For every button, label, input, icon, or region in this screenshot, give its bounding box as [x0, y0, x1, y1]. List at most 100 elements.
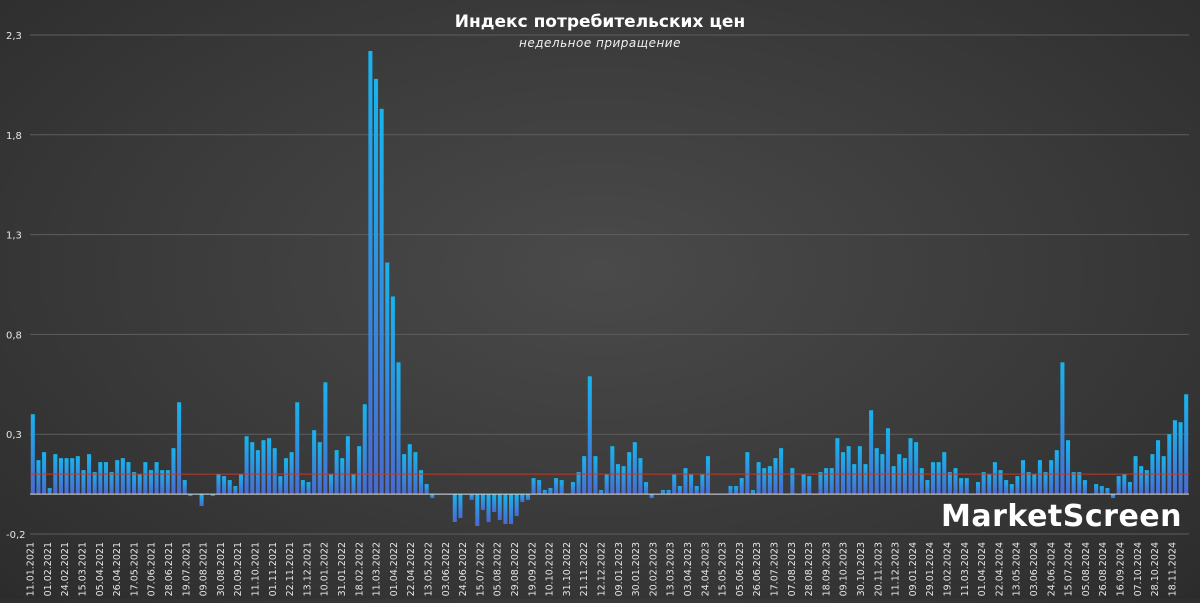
x-tick-label: 10.01.2022 [320, 542, 331, 596]
bar [1127, 482, 1132, 495]
x-tick-label: 15.07.2022 [475, 542, 486, 596]
bar [188, 494, 193, 497]
bar [801, 474, 806, 495]
x-tick-label: 31.10.2022 [562, 542, 573, 596]
bar [756, 462, 761, 495]
bar [458, 494, 463, 519]
bar [818, 472, 823, 495]
bar [1032, 474, 1037, 495]
bar [987, 474, 992, 495]
bar [199, 494, 204, 507]
bar [244, 436, 249, 495]
bars [30, 50, 1189, 527]
x-tick-label: 19.02.2024 [943, 542, 954, 596]
bar [300, 480, 305, 495]
bar [272, 448, 277, 495]
x-tick-label: 05.08.2022 [493, 542, 504, 596]
reference-lines [30, 473, 1189, 495]
bar [1015, 476, 1020, 495]
bar [1037, 460, 1042, 495]
bar [914, 442, 919, 495]
x-tick-label: 15.05.2023 [718, 542, 729, 596]
bar [739, 478, 744, 495]
bar [396, 362, 401, 495]
bar [863, 464, 868, 495]
bar [700, 474, 705, 495]
bar [666, 490, 671, 495]
bar [593, 456, 598, 495]
bar [908, 438, 913, 495]
bar [1184, 394, 1189, 495]
bar [177, 402, 182, 495]
bar [576, 472, 581, 495]
bar [1094, 484, 1099, 495]
y-tick-label: 0,8 [6, 330, 22, 341]
x-axis-ticks: 11.01.2021 01.02.2021 24.02.2021 15.03.2021… [26, 542, 1179, 596]
bar [475, 494, 480, 527]
bar [767, 466, 772, 495]
bar [182, 480, 187, 495]
bar [604, 474, 609, 495]
bar [627, 452, 632, 495]
bar [351, 474, 356, 495]
x-tick-label: 05.06.2023 [735, 542, 746, 596]
bar [295, 402, 300, 495]
bar [1161, 456, 1166, 495]
bar [160, 470, 165, 495]
bar [345, 436, 350, 495]
bar [829, 468, 834, 495]
bar [570, 482, 575, 495]
bar [103, 462, 108, 495]
x-tick-label: 01.04.2024 [977, 542, 988, 596]
bar [1054, 450, 1059, 495]
bar [267, 438, 272, 495]
x-tick-label: 11.01.2021 [26, 542, 37, 596]
bar [120, 458, 125, 495]
bar [419, 470, 424, 495]
bar [998, 470, 1003, 495]
x-tick-label: 30.10.2023 [856, 542, 867, 596]
bar [773, 458, 778, 495]
bar [942, 452, 947, 495]
bar [30, 414, 35, 495]
bar [430, 494, 435, 499]
bar [610, 446, 615, 495]
y-tick-label: 0,3 [6, 430, 22, 441]
bar [885, 428, 891, 495]
bar [413, 452, 418, 495]
bar [615, 464, 620, 495]
bar [373, 78, 379, 495]
bar [644, 482, 649, 495]
bar [75, 456, 80, 495]
bar [930, 462, 936, 495]
bar [486, 494, 491, 523]
bar [919, 468, 924, 495]
bar [936, 462, 941, 495]
bar [683, 468, 688, 495]
bar [81, 470, 86, 495]
bar [689, 474, 694, 495]
bar [1122, 474, 1127, 495]
x-tick-label: 20.09.2021 [233, 542, 244, 596]
x-tick-label: 30.08.2021 [216, 542, 227, 596]
bar [137, 474, 142, 495]
x-tick-label: 24.06.2022 [458, 542, 469, 596]
bar [323, 382, 328, 495]
x-tick-label: 19.09.2022 [527, 542, 538, 596]
x-tick-label: 24.04.2023 [700, 542, 711, 596]
x-tick-label: 26.06.2023 [752, 542, 763, 596]
x-tick-label: 03.06.2024 [1029, 542, 1040, 596]
x-tick-label: 24.06.2024 [1046, 542, 1057, 596]
bar [497, 494, 502, 521]
bar [171, 448, 176, 495]
bar [261, 440, 266, 495]
bar [148, 470, 153, 495]
bar [835, 438, 840, 495]
x-tick-label: 18.09.2023 [821, 542, 832, 596]
bar [790, 468, 795, 495]
bar [250, 442, 255, 495]
bar [694, 486, 699, 495]
bar [362, 404, 367, 495]
x-tick-label: 09.08.2021 [199, 542, 210, 596]
bar [582, 456, 587, 495]
